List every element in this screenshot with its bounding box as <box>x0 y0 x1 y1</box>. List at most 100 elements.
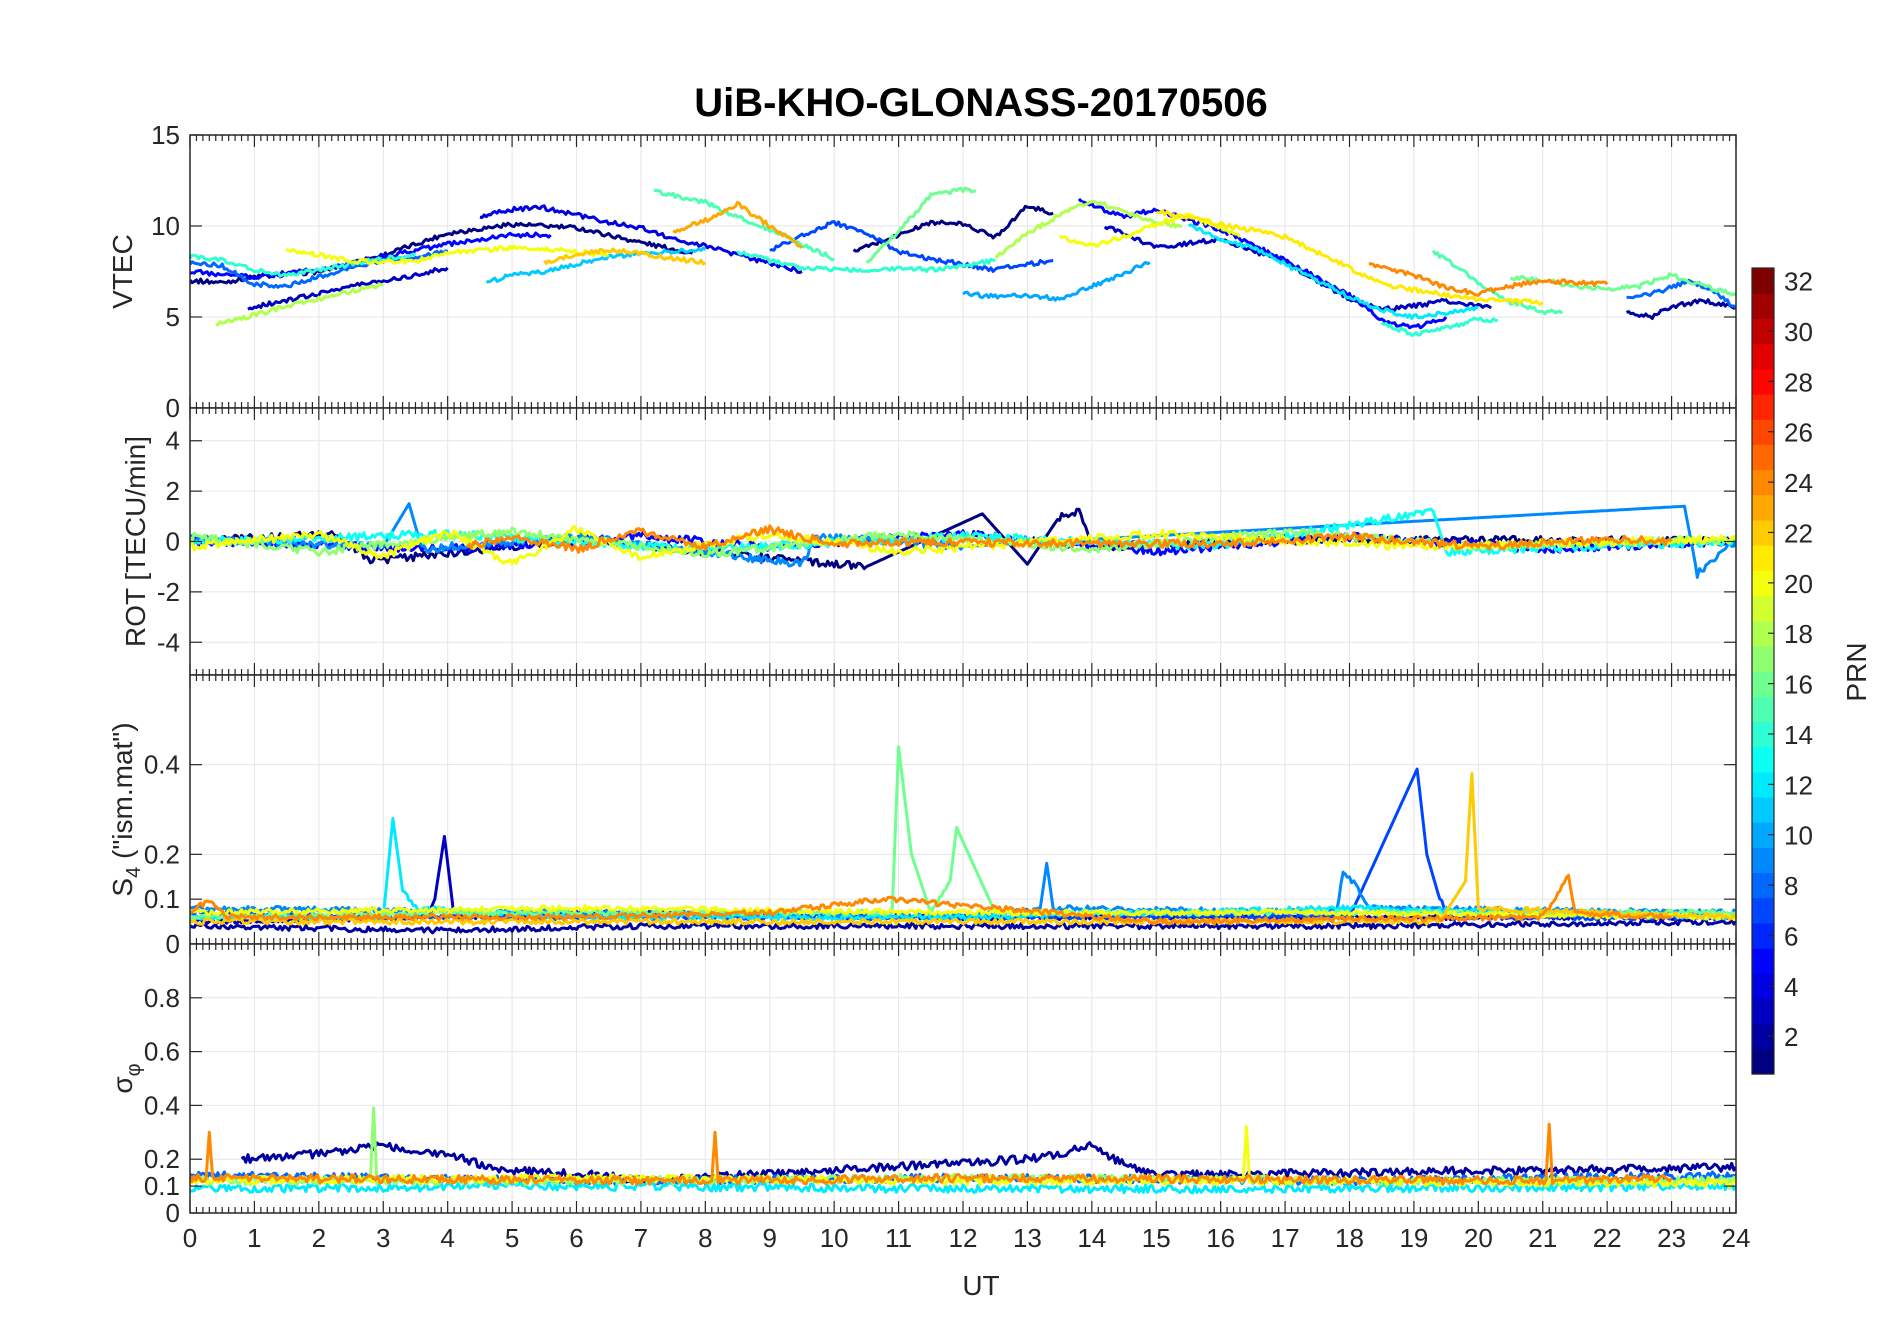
colorbar-segment <box>1752 545 1774 571</box>
x-tick-label: 15 <box>1142 1223 1171 1253</box>
series-line-prn-18 <box>215 282 384 327</box>
x-tick-label: 12 <box>949 1223 978 1253</box>
x-tick-label: 6 <box>569 1223 583 1253</box>
colorbar-segment <box>1752 671 1774 697</box>
colorbar-segment <box>1752 393 1774 420</box>
colorbar-segment <box>1752 721 1774 748</box>
colorbar-segment <box>1752 847 1774 874</box>
colorbar-segment <box>1752 796 1774 823</box>
y-tick-label: 0 <box>166 1198 180 1228</box>
x-tick-label: 3 <box>376 1223 390 1253</box>
colorbar-tick-label: 28 <box>1784 367 1813 397</box>
series-line-prn-24 <box>465 524 1673 554</box>
colorbar-tick-label: 24 <box>1784 468 1813 498</box>
series-line-prn-14 <box>736 249 996 274</box>
colorbar-segment <box>1752 872 1774 899</box>
y-tick-label: 0.1 <box>144 1171 180 1201</box>
x-tick-label: 19 <box>1399 1223 1428 1253</box>
series-line-prn-14 <box>190 252 417 278</box>
colorbar-segment <box>1752 1048 1774 1075</box>
y-tick-label: 0.4 <box>144 750 180 780</box>
colorbar-segment <box>1752 948 1774 974</box>
x-axis-label: UT <box>962 1270 999 1301</box>
colorbar-segment <box>1752 519 1774 546</box>
y-tick-label: -4 <box>157 627 180 657</box>
x-tick-label: 5 <box>505 1223 519 1253</box>
colorbar-tick-label: 2 <box>1784 1022 1798 1052</box>
colorbar-segment <box>1752 494 1774 521</box>
colorbar-segment <box>1752 444 1774 471</box>
series-line-prn-15 <box>1431 249 1564 316</box>
series-line-prn-12 <box>1188 223 1479 320</box>
y-tick-label: 4 <box>166 426 180 456</box>
colorbar-tick-label: 14 <box>1784 720 1813 750</box>
series-line-prn-16 <box>865 186 977 264</box>
colorbar-tick-label: 18 <box>1784 619 1813 649</box>
colorbar-segment <box>1752 822 1774 848</box>
series-line-prn-22 <box>543 247 707 266</box>
colorbar-tick-label: 26 <box>1784 418 1813 448</box>
ticks <box>189 134 1737 409</box>
x-tick-label: 21 <box>1528 1223 1557 1253</box>
colorbar-tick-label: 10 <box>1784 821 1813 851</box>
series-line-prn-24 <box>190 873 1672 926</box>
series-line-prn-15 <box>653 188 835 262</box>
series-line-prn-11 <box>486 246 707 284</box>
x-tick-label: 14 <box>1077 1223 1106 1253</box>
series-group <box>190 186 1736 337</box>
colorbar-segment <box>1752 897 1774 924</box>
y-axis-label-part: ("ism.mat") <box>107 722 138 866</box>
series-line-prn-20 <box>1058 212 1242 248</box>
ticks <box>189 944 1737 1214</box>
y-tick-label: 10 <box>151 211 180 241</box>
y-tick-label: 0 <box>166 527 180 557</box>
x-tick-label: 0 <box>183 1223 197 1253</box>
y-tick-label: 0.8 <box>144 983 180 1013</box>
colorbar-segment <box>1752 343 1774 370</box>
x-tick-label: 16 <box>1206 1223 1235 1253</box>
colorbar-tick-label: 8 <box>1784 871 1798 901</box>
series-line-prn-20 <box>285 244 609 265</box>
x-tick-label: 10 <box>820 1223 849 1253</box>
colorbar-tick-label: 12 <box>1784 770 1813 800</box>
y-tick-label: 0 <box>166 929 180 959</box>
colorbar-tick-label: 32 <box>1784 267 1813 297</box>
colorbar-segment <box>1752 419 1774 445</box>
x-tick-label: 8 <box>698 1223 712 1253</box>
y-tick-label: 0.4 <box>144 1090 180 1120</box>
series-line-prn-24 <box>1368 262 1609 297</box>
colorbar-segment <box>1752 771 1774 798</box>
series-line-prn-21 <box>1155 209 1544 306</box>
ticks <box>189 675 1737 945</box>
series-line-prn-23 <box>672 200 803 249</box>
y-tick-label: 15 <box>151 120 180 150</box>
y-axis-label: ROT [TECU/min] <box>120 436 151 647</box>
y-axis-label-part: σ <box>107 1076 138 1093</box>
y-tick-label: 0.6 <box>144 1037 180 1067</box>
colorbar-tick-label: 22 <box>1784 518 1813 548</box>
colorbar-tick-label: 20 <box>1784 569 1813 599</box>
colorbar-segment <box>1752 973 1774 1000</box>
x-tick-label: 4 <box>440 1223 454 1253</box>
series-line-prn-2 <box>1625 298 1736 320</box>
colorbar-segment <box>1752 998 1774 1025</box>
y-tick-label: 5 <box>166 302 180 332</box>
series-line-prn-1 <box>852 204 1054 253</box>
colorbar-segment <box>1752 368 1774 395</box>
x-tick-label: 23 <box>1657 1223 1686 1253</box>
colorbar-tick-label: 4 <box>1784 972 1798 1002</box>
x-tick-label: 9 <box>763 1223 777 1253</box>
series-line-prn-24 <box>190 1122 1673 1186</box>
series-line-prn-10 <box>962 260 1151 302</box>
colorbar-segment <box>1752 293 1774 319</box>
x-tick-label: 18 <box>1335 1223 1364 1253</box>
series-line-prn-2 <box>240 1141 1736 1186</box>
colorbar-box <box>1751 267 1775 1075</box>
series-line-prn-22 <box>190 772 1736 926</box>
chart-title: UiB-KHO-GLONASS-20170506 <box>694 81 1268 125</box>
series-group <box>190 1106 1736 1195</box>
colorbar-segment <box>1752 746 1774 773</box>
